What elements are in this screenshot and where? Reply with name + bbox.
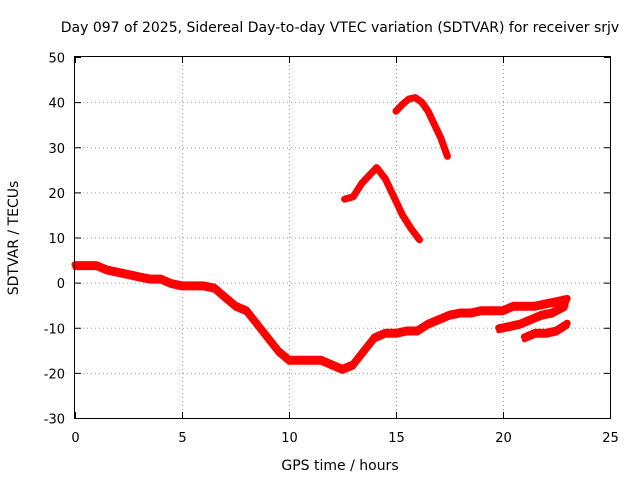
series-band-late-segment-a	[489, 298, 570, 316]
series-line-late-segment-b	[495, 301, 569, 332]
y-tick-label: 30	[48, 142, 65, 157]
axis-ticks: 0 5 10 15 20 25 -30 -20 -10 0 10 20 30 40 50	[44, 52, 619, 447]
y-tick-label: 10	[48, 232, 65, 247]
x-tick-label: 25	[602, 431, 619, 446]
y-axis-title: SDTVAR / TECUs	[6, 181, 22, 296]
data-series	[71, 94, 571, 374]
series-band-late-segment-c	[521, 323, 570, 343]
grid-lines	[75, 57, 610, 418]
x-axis-title: GPS time / hours	[281, 458, 398, 474]
y-tick-label: 40	[48, 97, 65, 112]
x-tick-label: 20	[495, 431, 512, 446]
series-line-arc-upper	[392, 94, 451, 160]
y-tick-label: 20	[48, 187, 65, 202]
series-band-main-trace	[72, 265, 495, 374]
series-line-late-segment-c	[520, 319, 571, 341]
series-line-late-segment-a	[488, 294, 571, 314]
series-band-late-segment-b	[496, 305, 568, 334]
y-tick-label: -10	[44, 322, 65, 337]
y-tick-label: -30	[44, 413, 65, 428]
x-tick-label: 5	[178, 431, 186, 446]
x-tick-label: 0	[71, 431, 79, 446]
chart-title: Day 097 of 2025, Sidereal Day-to-day VTE…	[61, 20, 619, 36]
x-tick-label: 15	[388, 431, 405, 446]
y-tick-label: 0	[57, 277, 65, 292]
y-tick-label: 50	[48, 52, 65, 67]
y-tick-label: -20	[44, 367, 65, 382]
series-line-arc-middle	[341, 164, 423, 244]
plot-frame	[74, 56, 611, 419]
x-tick-label: 10	[281, 431, 298, 446]
